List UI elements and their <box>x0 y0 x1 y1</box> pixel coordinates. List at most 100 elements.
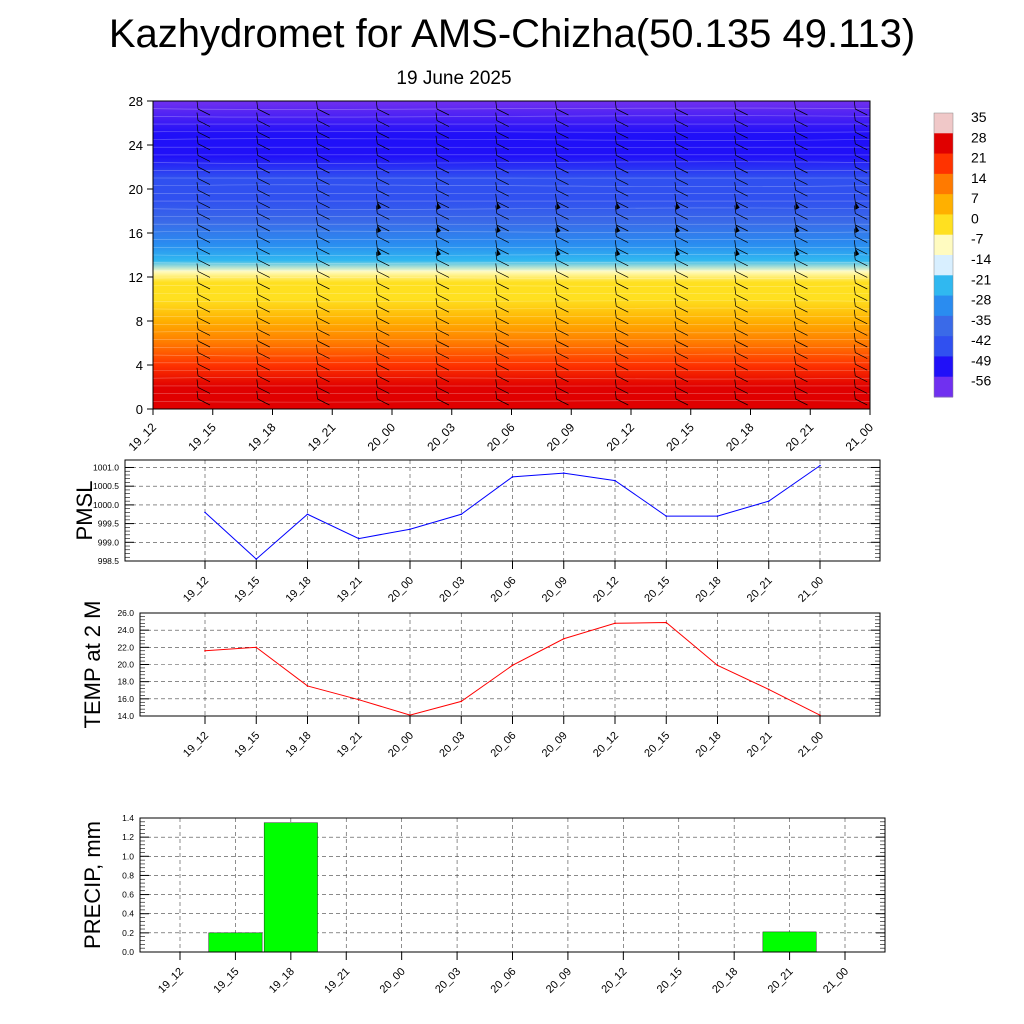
wind-barb-feather <box>555 100 557 110</box>
y-tick-label: 1001.0 <box>93 462 119 472</box>
y-tick-label: 22.0 <box>117 642 134 652</box>
y-tick-label: 12 <box>129 270 143 285</box>
wind-barb-feather <box>614 309 617 318</box>
wind-barb <box>675 178 689 185</box>
pmsl-point <box>562 472 565 474</box>
wind-barb-pennant <box>676 225 680 233</box>
wind-barb <box>377 120 390 127</box>
wind-barb-feather <box>196 216 199 226</box>
x-tick-label: 19_21 <box>335 575 365 605</box>
temp-point <box>767 688 770 691</box>
wind-barb <box>496 305 509 313</box>
wind-barb-feather <box>495 147 498 156</box>
y-tick-label: 20.0 <box>117 660 134 670</box>
y-tick-label: 16.0 <box>117 694 134 704</box>
wind-barb <box>496 143 509 151</box>
wind-barb-feather <box>794 321 796 330</box>
wind-barb <box>317 271 330 278</box>
y-axis-label: PRECIP, mm <box>80 821 105 949</box>
wind-barb-pennant <box>437 248 441 257</box>
wind-barb-feather <box>375 390 378 400</box>
wind-barb-feather <box>495 344 498 353</box>
wind-barb-pennant <box>496 248 501 257</box>
x-tick-label: 19_15 <box>232 575 262 605</box>
wind-barb <box>197 294 211 301</box>
wind-barb <box>855 189 868 197</box>
wind-barb <box>616 259 629 267</box>
wind-barb-feather <box>435 298 438 307</box>
wind-barb-feather <box>256 321 259 330</box>
contour-line <box>152 307 871 311</box>
wind-barb <box>496 247 509 255</box>
wind-barb <box>317 131 330 139</box>
wind-barb-feather <box>435 251 438 260</box>
wind-barb-feather <box>435 390 438 400</box>
wind-barb-feather <box>375 298 378 307</box>
pmsl-point <box>255 558 258 560</box>
wind-barb-pennant <box>855 201 860 210</box>
wind-barb-feather <box>734 390 737 400</box>
wind-barb-feather <box>853 309 856 318</box>
pmsl-point <box>204 511 206 514</box>
wind-barb <box>855 282 868 290</box>
wind-barb <box>735 329 748 336</box>
wind-barb <box>616 271 629 278</box>
wind-barb <box>616 131 629 139</box>
wind-barb <box>795 213 808 220</box>
wind-barb <box>436 155 450 162</box>
wind-barb <box>556 282 569 290</box>
x-tick-label: 19_21 <box>335 730 365 760</box>
wind-barb <box>795 120 808 127</box>
wind-barb <box>855 398 868 406</box>
wind-barb-feather <box>674 367 677 376</box>
wind-barb <box>436 120 450 127</box>
wind-barb <box>795 155 808 162</box>
wind-barb-feather <box>853 135 856 144</box>
wind-barb-feather <box>614 390 617 400</box>
wind-barb <box>795 294 808 301</box>
wind-barb <box>197 213 211 220</box>
wind-barb-feather <box>495 332 498 342</box>
wind-barb-feather <box>614 298 617 307</box>
wind-barb-feather <box>794 298 796 307</box>
x-tick-label: 20_15 <box>642 730 672 760</box>
x-tick-label: 20_06 <box>489 966 519 996</box>
wind-barb-feather <box>316 251 318 260</box>
wind-barb <box>257 329 270 336</box>
y-tick-label: 999.5 <box>98 519 120 529</box>
wind-barb-pennant <box>556 225 561 233</box>
wind-barb <box>735 363 748 371</box>
wind-barb <box>795 143 808 151</box>
wind-barb <box>197 178 211 185</box>
wind-barb-pennant <box>795 201 800 210</box>
wind-barb-feather <box>614 274 617 284</box>
wind-barb-feather <box>555 344 557 353</box>
wind-barb-feather <box>196 332 199 342</box>
y-tick-label: 26.0 <box>117 608 134 618</box>
wind-barb <box>795 271 808 278</box>
colorbar-label: -35 <box>971 312 991 328</box>
wind-barb-feather <box>734 286 737 295</box>
wind-barb-feather <box>495 390 498 400</box>
x-tick-label: 21_00 <box>796 575 826 605</box>
wind-barb <box>436 259 450 267</box>
wind-barb <box>436 108 450 116</box>
wind-barb <box>496 398 509 406</box>
wind-barb-feather <box>435 112 438 121</box>
wind-barb-feather <box>435 135 438 144</box>
x-tick-label: 20_06 <box>484 420 518 454</box>
wind-barb <box>496 201 509 209</box>
wind-barb-feather <box>196 170 199 179</box>
wind-barb <box>556 398 569 406</box>
wind-barb <box>257 201 270 209</box>
wind-barb-feather <box>794 309 796 318</box>
x-tick-label: 19_12 <box>126 420 160 454</box>
wind-barb-feather <box>375 182 378 191</box>
wind-barb <box>556 305 569 313</box>
colorbar-label: 7 <box>971 190 979 206</box>
wind-barb <box>735 189 748 197</box>
contour-line <box>152 277 871 280</box>
wind-barb-feather <box>853 170 856 179</box>
y-tick-label: 0 <box>136 402 143 417</box>
wind-barb-feather <box>555 216 557 226</box>
